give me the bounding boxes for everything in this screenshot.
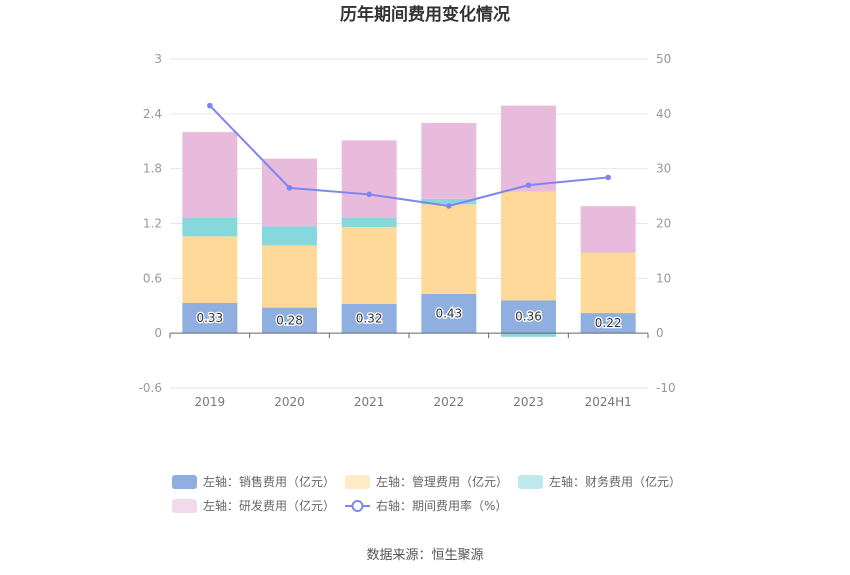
rate-point (525, 182, 532, 188)
source-note: 数据来源：恒生聚源 (366, 548, 483, 563)
legend-label: 左轴：研发费用（亿元） (203, 498, 335, 513)
y-left-tick-label: 1.8 (143, 162, 162, 176)
x-tick-label: 2020 (274, 395, 305, 409)
bar-segment-0 (182, 303, 238, 334)
legend-swatch (351, 500, 364, 512)
y-left-tick-label: 0.6 (143, 271, 162, 285)
bar-segment-3 (501, 105, 556, 192)
x-axis: 2019 2020 2021 2022 2023 2024H1 (195, 395, 632, 409)
legend-label: 右轴：期间费用率（%） (376, 498, 507, 513)
bar-segment-1 (421, 204, 477, 294)
bar-segment-1 (580, 252, 636, 314)
rate-point (286, 185, 293, 191)
zero-axis-line (169, 332, 649, 339)
y-right-axis: 50 40 30 20 10 0 -10 (656, 52, 676, 395)
bar-segment-0 (421, 293, 477, 334)
bar-segment-2 (421, 198, 477, 205)
x-tick-label: 2024H1 (585, 395, 632, 409)
rate-line (209, 104, 609, 207)
bar-segment-3 (421, 122, 477, 199)
y-left-tick-label: 2.4 (143, 107, 162, 121)
data-label: 0.43 (435, 307, 462, 321)
bar-segment-2 (262, 226, 317, 246)
rate-point (446, 203, 452, 209)
grid (170, 58, 648, 389)
bar-segment-3 (580, 206, 636, 253)
rate-point (605, 174, 611, 181)
data-label: 0.22 (595, 316, 622, 330)
legend-label: 左轴：管理费用（亿元） (376, 474, 508, 489)
data-labels: 0.33 0.28 0.32 0.43 0.36 0.22 (195, 305, 623, 331)
data-label: 0.36 (515, 310, 542, 324)
bar-segment-1 (262, 245, 317, 308)
y-right-tick-label: 0 (656, 326, 664, 340)
chart-title: 历年期间费用变化情况 (340, 4, 510, 25)
bar-series (182, 105, 636, 337)
bar-segment-2 (182, 218, 238, 237)
rate-point (366, 191, 372, 198)
x-tick-label: 2022 (434, 395, 465, 409)
rate-point (207, 102, 213, 109)
legend-swatch (172, 499, 197, 513)
x-tick-label: 2019 (195, 395, 226, 409)
bar-segment-3 (182, 132, 238, 219)
y-left-tick-label: -0.6 (139, 381, 162, 395)
bar-segment-0 (341, 303, 397, 334)
bar-segment-0 (580, 313, 636, 334)
legend-label: 左轴：销售费用（亿元） (203, 474, 335, 489)
bar-segment-0 (262, 307, 317, 334)
y-right-tick-label: 50 (656, 52, 671, 66)
bar-segment-2 (341, 218, 397, 228)
y-left-tick-label: 0 (154, 326, 162, 340)
y-right-tick-label: 10 (656, 271, 671, 285)
data-label: 0.33 (196, 311, 223, 325)
legend-swatch (172, 475, 197, 489)
data-label: 0.32 (356, 312, 383, 326)
bar-segment-1 (501, 191, 556, 301)
legend-label: 左轴：财务费用（亿元） (549, 474, 681, 489)
x-tick-label: 2021 (354, 395, 385, 409)
legend-swatch (518, 475, 543, 489)
y-left-axis: 3 2.4 1.8 1.2 0.6 0 -0.6 (139, 52, 162, 395)
y-right-tick-label: -10 (656, 381, 676, 395)
legend: 左轴：销售费用（亿元） 左轴：管理费用（亿元） 左轴：财务费用（亿元） 左轴：研发费用… (172, 474, 681, 513)
y-right-tick-label: 40 (656, 107, 671, 121)
x-tick-label: 2023 (513, 395, 544, 409)
y-left-tick-label: 3 (154, 52, 162, 66)
bar-segment-3 (341, 140, 397, 219)
data-label: 0.28 (276, 313, 303, 327)
bar-segment-1 (341, 227, 397, 304)
bar-segment-2 (501, 333, 556, 337)
y-right-tick-label: 30 (656, 162, 671, 176)
y-right-tick-label: 20 (656, 217, 671, 231)
y-left-tick-label: 1.2 (143, 217, 162, 231)
line-series (207, 102, 611, 209)
bar-segment-1 (182, 236, 238, 304)
legend-swatch (345, 475, 370, 489)
bar-segment-0 (501, 300, 556, 334)
